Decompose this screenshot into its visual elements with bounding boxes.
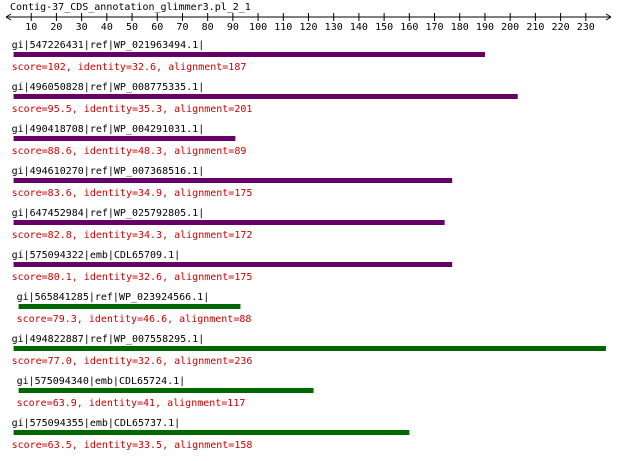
x-tick-label: 110 xyxy=(274,22,292,33)
x-tick-label: 100 xyxy=(249,22,267,33)
hit-name: gi|647452984|ref|WP_025792805.1| xyxy=(12,208,205,219)
hit-bar xyxy=(13,94,518,99)
x-tick-label: 170 xyxy=(426,22,444,33)
hit-bar xyxy=(18,388,314,393)
x-tick-label: 10 xyxy=(25,22,37,33)
hit-bar xyxy=(13,346,606,351)
hit-summary: score=88.6, identity=48.3, alignment=89 xyxy=(12,146,247,157)
x-tick-label: 30 xyxy=(76,22,88,33)
ruler-arrows xyxy=(5,13,612,21)
hit-name: gi|565841285|ref|WP_023924566.1| xyxy=(17,292,210,303)
hit-summary: score=83.6, identity=34.9, alignment=175 xyxy=(12,188,253,199)
hit-bar xyxy=(18,304,241,309)
x-tick-label: 50 xyxy=(126,22,138,33)
x-tick-label: 80 xyxy=(202,22,214,33)
hit-name: gi|575094340|emb|CDL65724.1| xyxy=(17,376,186,387)
x-tick-label: 180 xyxy=(451,22,469,33)
hit-bar xyxy=(13,178,453,183)
x-tick-label: 230 xyxy=(577,22,595,33)
x-tick-label: 130 xyxy=(325,22,343,33)
x-tick-label: 20 xyxy=(50,22,62,33)
hit-bar xyxy=(13,136,236,141)
x-tick-label: 190 xyxy=(476,22,494,33)
hit-name: gi|494822887|ref|WP_007558295.1| xyxy=(12,334,205,345)
hit-name: gi|494610270|ref|WP_007368516.1| xyxy=(12,166,205,177)
hit-summary: score=95.5, identity=35.3, alignment=201 xyxy=(12,104,253,115)
x-tick-label: 150 xyxy=(375,22,393,33)
hit-bar xyxy=(13,430,410,435)
hit-summary: score=82.8, identity=34.3, alignment=172 xyxy=(12,230,253,241)
hit-bar xyxy=(13,52,485,57)
x-tick-label: 40 xyxy=(101,22,113,33)
hit-summary: score=80.1, identity=32.6, alignment=175 xyxy=(12,272,253,283)
hit-name: gi|490418708|ref|WP_004291031.1| xyxy=(12,124,205,135)
x-tick-label: 120 xyxy=(299,22,317,33)
hit-bar xyxy=(13,262,453,267)
hit-name: gi|547226431|ref|WP_021963494.1| xyxy=(12,40,205,51)
hit-name: gi|575094355|emb|CDL65737.1| xyxy=(12,418,181,429)
hit-name: gi|575094322|emb|CDL65709.1| xyxy=(12,250,181,261)
x-tick-label: 160 xyxy=(400,22,418,33)
chart-title: Contig-37_CDS_annotation_glimmer3.pl_2_1 xyxy=(10,2,251,13)
x-tick-label: 90 xyxy=(227,22,239,33)
x-tick-label: 220 xyxy=(552,22,570,33)
hit-summary: score=63.9, identity=41, alignment=117 xyxy=(17,398,246,409)
x-tick-label: 60 xyxy=(151,22,163,33)
x-tick-label: 70 xyxy=(176,22,188,33)
x-tick-label: 200 xyxy=(501,22,519,33)
x-tick-label: 140 xyxy=(350,22,368,33)
hit-summary: score=63.5, identity=33.5, alignment=158 xyxy=(12,440,253,451)
hit-name: gi|496050828|ref|WP_008775335.1| xyxy=(12,82,205,93)
hit-bar xyxy=(13,220,445,225)
hit-summary: score=79.3, identity=46.6, alignment=88 xyxy=(17,314,252,325)
x-tick-label: 210 xyxy=(526,22,544,33)
hit-summary: score=77.0, identity=32.6, alignment=236 xyxy=(12,356,253,367)
hit-summary: score=102, identity=32.6, alignment=187 xyxy=(12,62,247,73)
